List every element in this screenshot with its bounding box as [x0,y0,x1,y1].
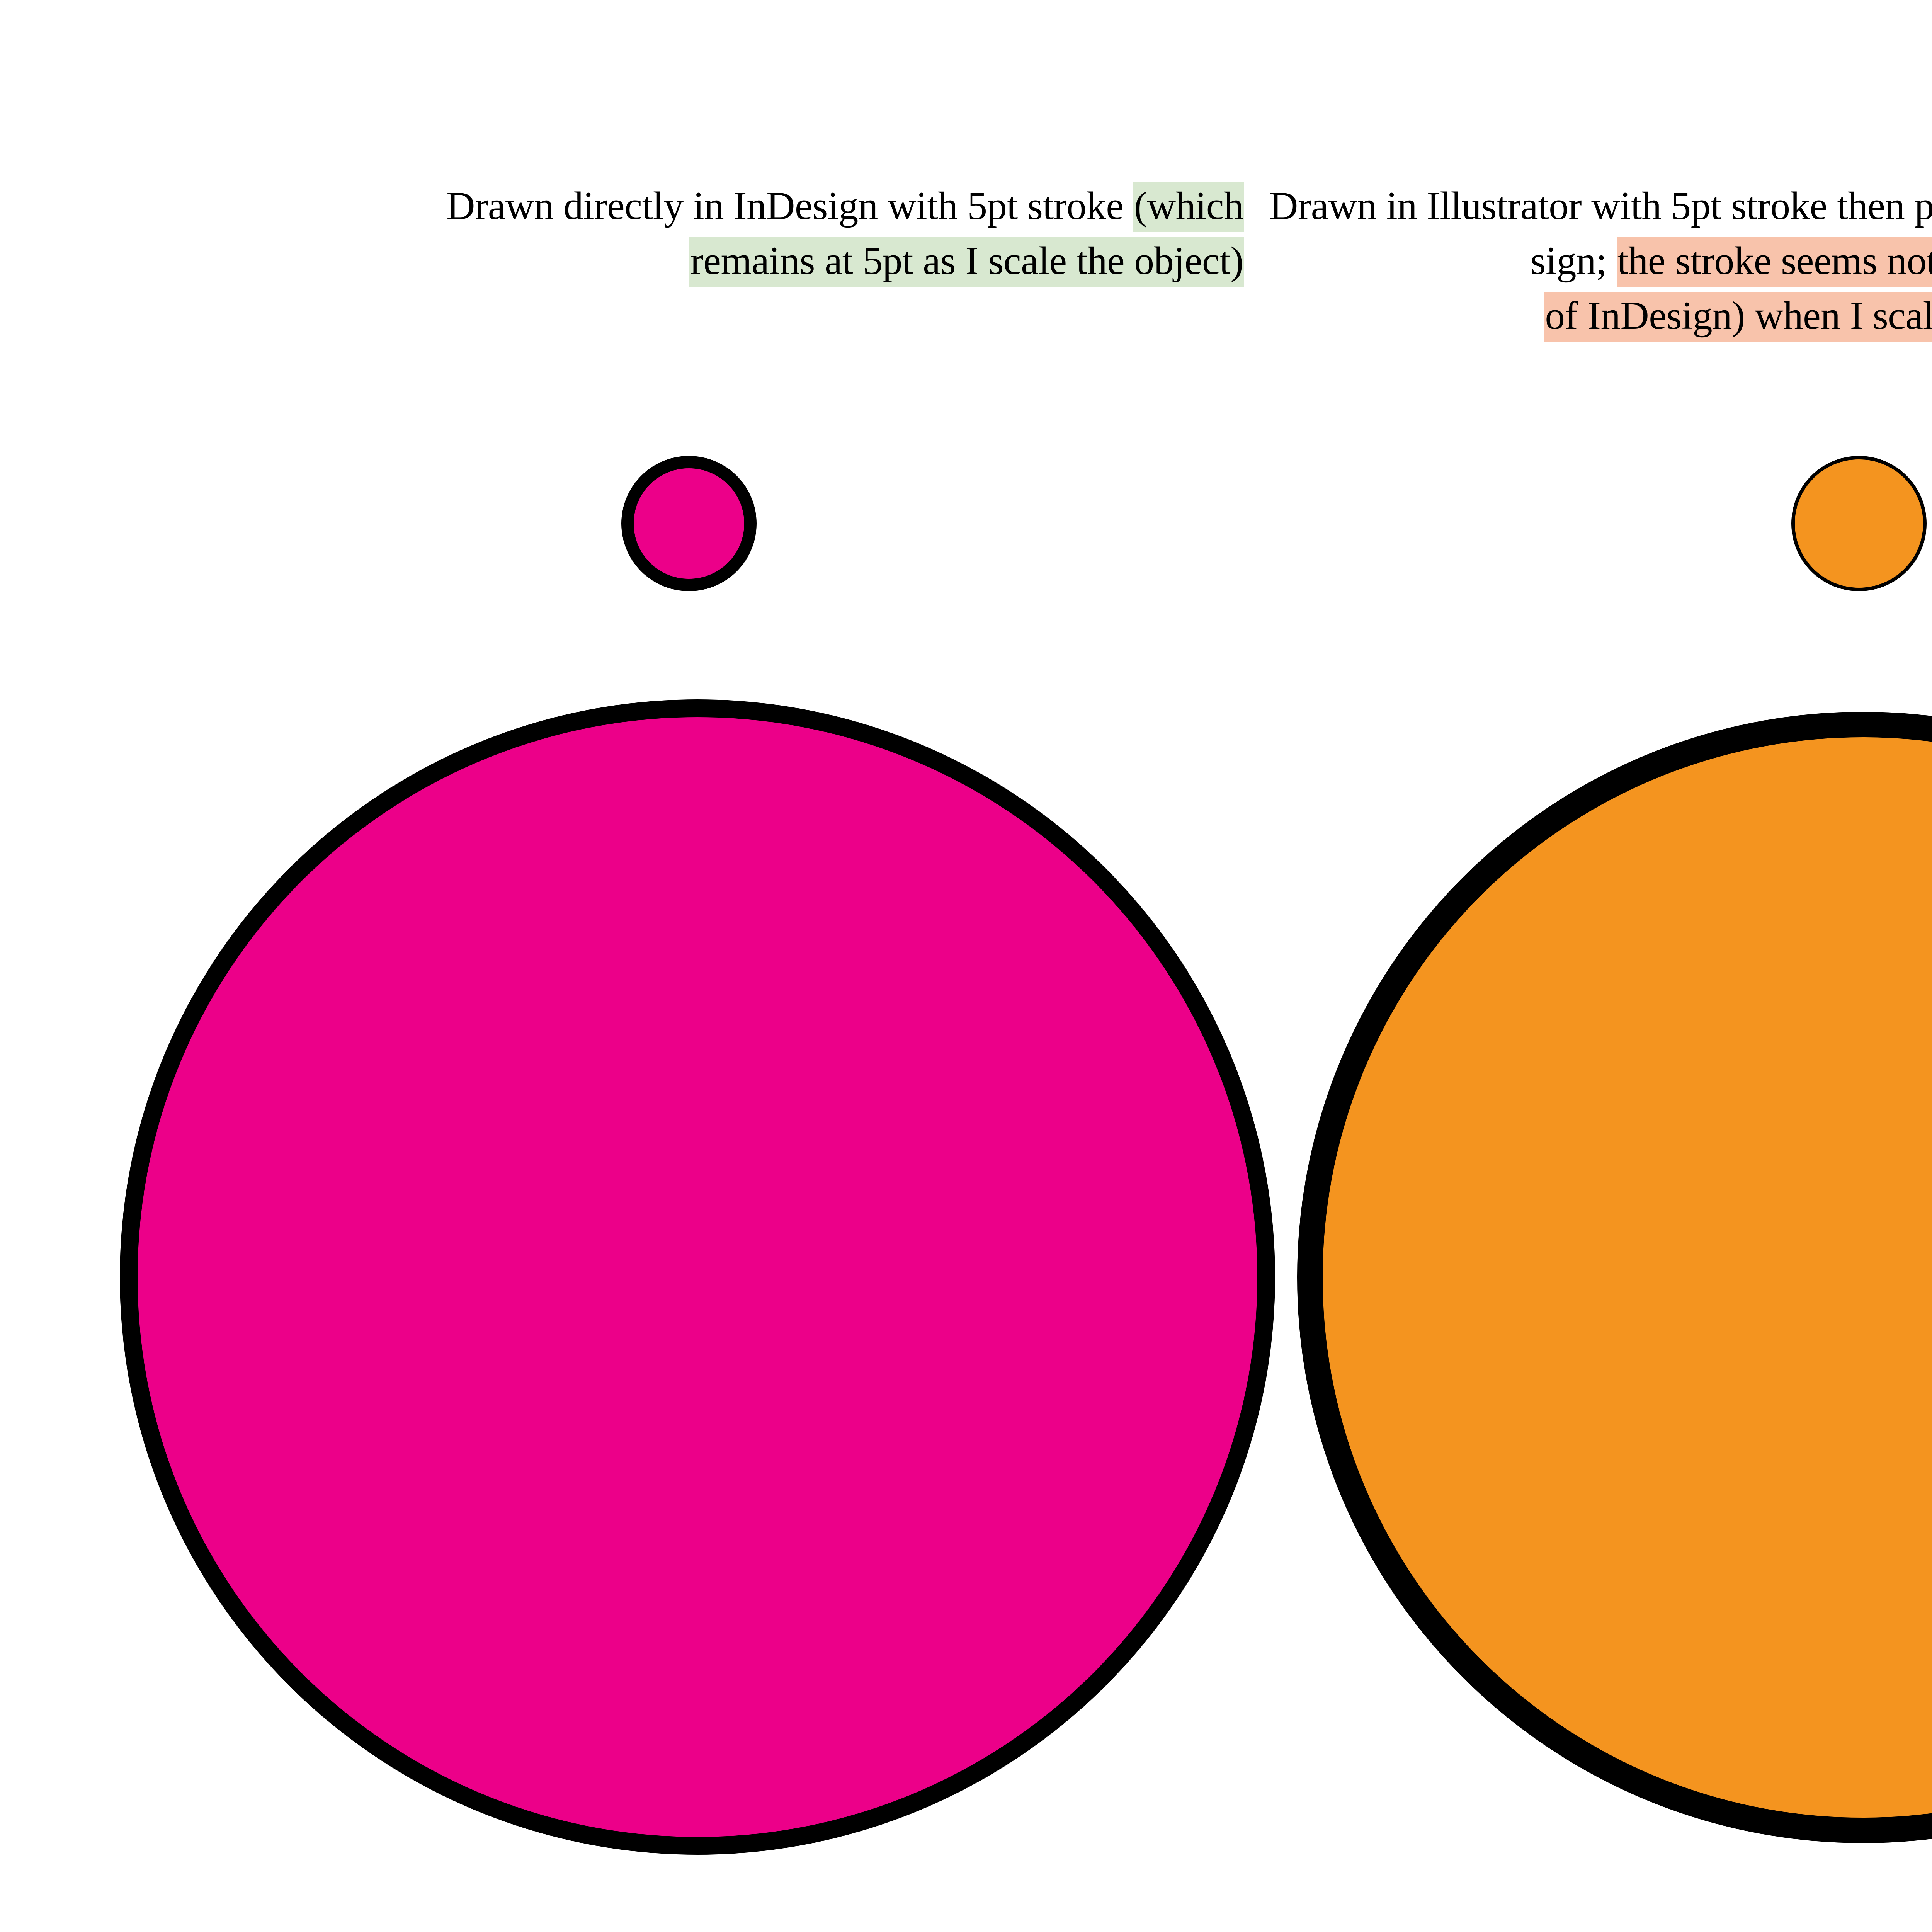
caption-left-line-1-highlight: (which [1133,182,1244,232]
large-magenta-circle[interactable] [120,699,1275,1855]
caption-right-line-2-plain: sign; [1530,239,1617,283]
caption-right-line-3: of InDesign) when I scale the placed obj… [1269,288,1932,343]
caption-left-line-1: Drawn directly in InDesign with 5pt stro… [166,179,1244,233]
caption-right: Drawn in Illustrator with 5pt stroke the… [1269,179,1932,343]
caption-right-line-2-highlight: the stroke seems not to remain at 5pt (i… [1616,237,1932,287]
caption-left-line-2: remains at 5pt as I scale the object) [166,233,1244,288]
caption-right-line-1: Drawn in Illustrator with 5pt stroke the… [1269,179,1932,233]
small-orange-circle[interactable] [1791,456,1927,591]
caption-right-line-2: sign; the stroke seems not to remain at … [1269,233,1932,288]
large-orange-circle[interactable] [1297,712,1932,1843]
caption-right-line-3-highlight: of InDesign) when I scale the placed obj… [1544,292,1932,342]
small-magenta-circle[interactable] [621,456,757,591]
caption-right-line-1-plain: Drawn in Illustrator with 5pt stroke the… [1269,184,1932,228]
caption-left: Drawn directly in InDesign with 5pt stro… [166,179,1244,288]
caption-left-line-2-highlight: remains at 5pt as I scale the object) [689,237,1244,287]
caption-left-line-1-plain: Drawn directly in InDesign with 5pt stro… [446,184,1133,228]
